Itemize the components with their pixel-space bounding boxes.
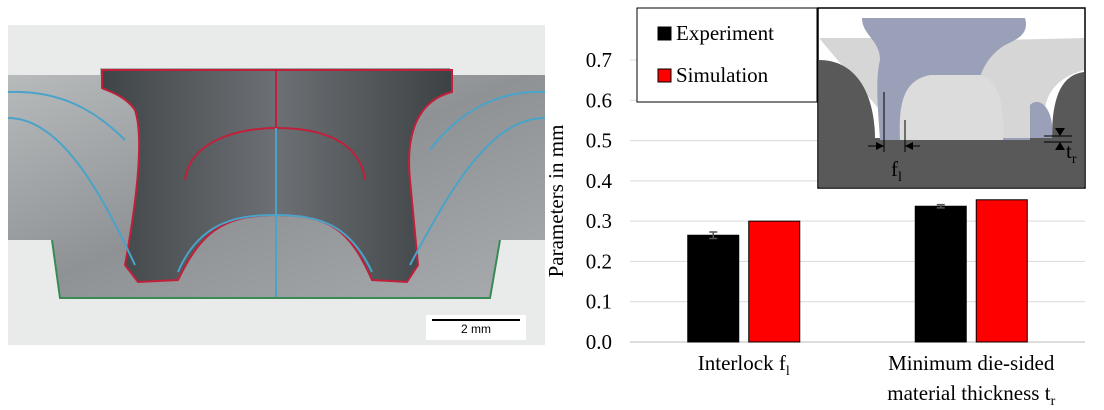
legend: Experiment Simulation (637, 8, 817, 102)
y-tick-label: 0.3 (586, 209, 612, 233)
x-tick-line: Interlock f (698, 351, 786, 375)
y-tick-label: 0.2 (586, 249, 612, 273)
x-tick-subscript: r (1051, 394, 1056, 405)
x-tick-line: material thickness t (887, 381, 1050, 405)
bar (749, 221, 800, 342)
y-tick-label: 0.1 (586, 290, 612, 314)
micrograph: 2 mm (8, 25, 545, 345)
figure: 2 mm 0.0 0.1 0.2 0.3 0.4 0.5 0.6 0.7 Interlock f… (0, 0, 1104, 405)
legend-swatch (658, 27, 671, 40)
y-axis-label: Parameters in mm (544, 125, 568, 278)
x-tick-subscript: l (786, 364, 790, 379)
bar (976, 200, 1027, 342)
scale-label: 2 mm (461, 322, 491, 336)
y-tick-label: 0.4 (586, 169, 613, 193)
y-tick-label: 0.6 (586, 88, 612, 112)
legend-swatch (658, 69, 671, 82)
x-tick-line: Minimum die-sided (888, 351, 1055, 375)
legend-label: Simulation (676, 63, 769, 87)
x-tick-label: Minimum die-sided material thickness tr (887, 351, 1055, 405)
bar (688, 235, 739, 342)
y-tick-label: 0.7 (586, 48, 612, 72)
y-tick-label: 0.5 (586, 129, 612, 153)
inset-diagram: fl tr (818, 8, 1085, 188)
legend-label: Experiment (676, 21, 774, 45)
y-tick-label: 0.0 (586, 330, 612, 354)
x-tick-label: Interlock fl (698, 351, 790, 379)
bar (915, 206, 966, 342)
core (900, 75, 1004, 140)
